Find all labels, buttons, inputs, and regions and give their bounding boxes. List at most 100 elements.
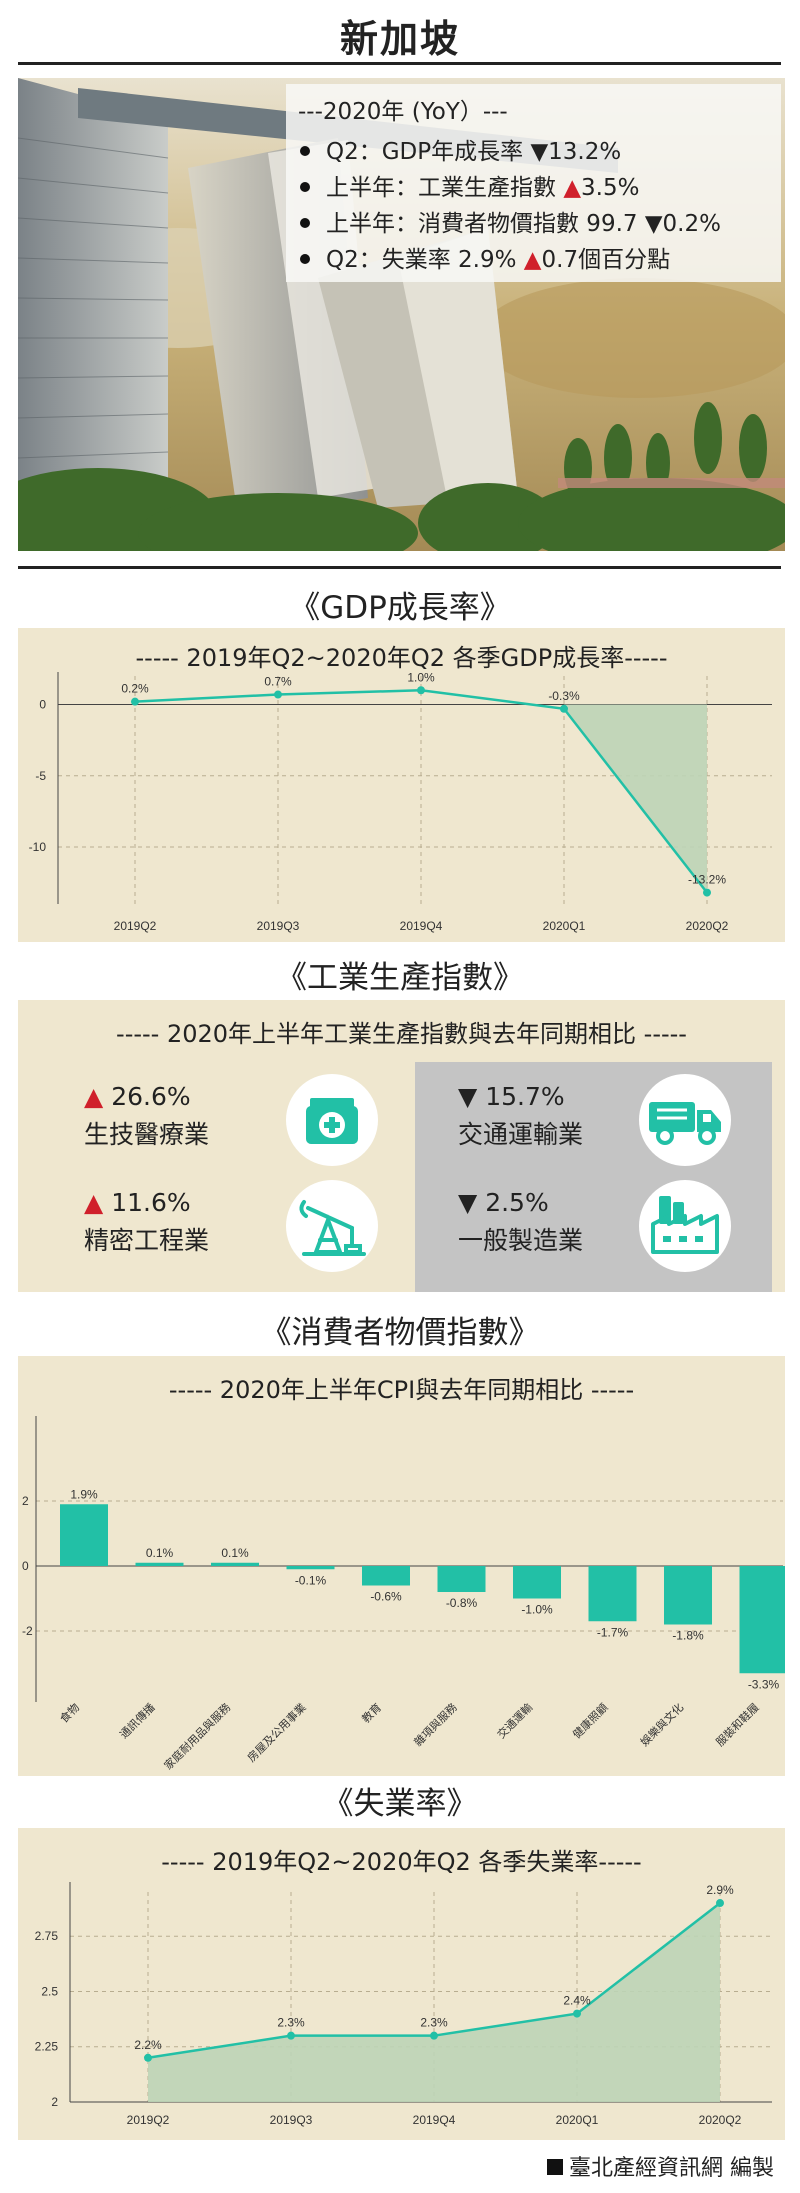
data-label: -3.3%	[748, 1677, 780, 1691]
bar	[513, 1566, 561, 1599]
summary-item-label: Q2：GDP年成長率	[326, 139, 531, 165]
x-tick-label: 交通運輸	[494, 1700, 535, 1741]
summary-item: Q2：GDP年成長率 ▼13.2%	[300, 132, 621, 166]
bar	[588, 1566, 637, 1622]
x-tick-label: 雜項與服務	[411, 1700, 460, 1749]
footer-credit: 臺北產經資訊網 編製	[547, 2150, 774, 2182]
unemployment-line-chart: 2 2.25 2.5 2.75 2.2% 2019Q2 2.3% 2019Q3 2.3% 2019…	[35, 1882, 772, 2127]
data-point	[417, 686, 425, 695]
ipi-section-title: 《工業生產指數》	[276, 960, 524, 996]
bar	[60, 1504, 108, 1566]
industry-value: 2.5%	[485, 1188, 549, 1217]
summary-item-value: 0.2%	[662, 211, 721, 237]
bullet-icon	[300, 181, 310, 192]
up-arrow-icon: ▲	[84, 1188, 104, 1217]
page-title: 新加坡	[339, 17, 460, 61]
industry-name: 一般製造業	[458, 1226, 584, 1255]
industry-value: 15.7%	[485, 1082, 565, 1111]
unemp-section-title: 《失業率》	[322, 1786, 478, 1822]
x-tick-label: 娛樂與文化	[637, 1700, 686, 1749]
summary-item: 上半年：消費者物價指數 99.7 ▼0.2%	[300, 204, 721, 238]
y-tick-label: 2.5	[41, 1984, 58, 1998]
down-arrow-icon: ▼	[458, 1188, 478, 1217]
data-label: 1.0%	[407, 672, 435, 684]
data-point	[716, 1899, 724, 1908]
data-label: 0.1%	[221, 1546, 249, 1560]
square-icon	[547, 2159, 563, 2175]
data-point	[573, 2009, 581, 2018]
data-point	[274, 690, 282, 699]
data-label: 2.3%	[277, 2016, 305, 2030]
x-tick-label: 2019Q4	[400, 919, 443, 933]
data-label: -0.8%	[446, 1596, 478, 1610]
cpi-panel: ----- 2020年上半年CPI與去年同期相比 ----- 2 0 -2 1.9% 食…	[18, 1356, 785, 1776]
industry-name: 生技醫療業	[84, 1120, 210, 1149]
bar	[211, 1562, 259, 1566]
summary-item-value: 0.7個百分點	[541, 247, 671, 273]
cpi-bar-chart: 2 0 -2 1.9% 食物 0.1% 通訊傳播 0.1% 家庭耐用品與服務 -0.1% 房屋及公用…	[22, 1416, 785, 1772]
footer-text: 臺北產經資訊網 編製	[569, 2156, 774, 2181]
bar	[286, 1566, 335, 1570]
data-label: -0.1%	[295, 1573, 327, 1587]
bar	[664, 1566, 712, 1625]
oil-pump-icon	[286, 1180, 378, 1272]
data-label: 2.4%	[563, 1994, 591, 2008]
y-tick-label: 2	[51, 2095, 58, 2109]
data-label: -13.2%	[688, 873, 726, 887]
gdp-line-chart: 0 -5 -10 0.2% 2019Q2 0.7% 2019Q3 1.0% 2019Q4 -0.3…	[29, 672, 772, 933]
data-label: 2.3%	[420, 2016, 448, 2030]
bar	[739, 1566, 785, 1674]
y-tick-label: -10	[29, 840, 47, 854]
summary-item-label: 上半年：消費者物價指數 99.7	[326, 211, 645, 237]
data-label: -0.6%	[370, 1590, 402, 1604]
y-tick-label: -5	[35, 769, 46, 783]
x-tick-label: 2020Q2	[686, 919, 729, 933]
factory-icon	[639, 1180, 731, 1272]
industry-item: ▼ 15.7% 交通運輸業	[458, 1078, 583, 1154]
gdp-panel: ----- 2019年Q2~2020年Q2 各季GDP成長率----- 0 -5 -…	[18, 628, 785, 942]
gdp-chart-subtitle: ----- 2019年Q2~2020年Q2 各季GDP成長率-----	[135, 644, 668, 672]
data-label: 2.9%	[706, 1883, 734, 1897]
medical-kit-icon	[286, 1074, 378, 1166]
x-tick-label: 家庭耐用品與服務	[161, 1700, 233, 1772]
cpi-section-title: 《消費者物價指數》	[260, 1315, 540, 1351]
x-tick-label: 2020Q1	[556, 2113, 599, 2127]
area-fill	[148, 1903, 720, 2102]
bar	[135, 1562, 184, 1566]
summary-item-label: Q2：失業率 2.9%	[326, 247, 524, 273]
title-rule	[18, 62, 781, 65]
cpi-chart-subtitle: ----- 2020年上半年CPI與去年同期相比 -----	[168, 1376, 635, 1404]
bullet-icon	[300, 217, 310, 228]
down-arrow-icon: ▼	[530, 139, 549, 165]
y-tick-label: 2	[22, 1494, 29, 1508]
summary-box: ---2020年 (YoY）--- Q2：GDP年成長率 ▼13.2% 上半年：…	[286, 84, 781, 282]
data-point	[560, 704, 568, 713]
x-tick-label: 2019Q2	[114, 919, 157, 933]
industry-name: 交通運輸業	[458, 1120, 584, 1149]
gdp-section-title: 《GDP成長率》	[289, 590, 511, 626]
x-tick-label: 2019Q2	[127, 2113, 170, 2127]
data-label: 1.9%	[70, 1487, 98, 1501]
industry-value: 26.6%	[111, 1082, 191, 1111]
up-arrow-icon: ▲	[523, 247, 542, 273]
x-tick-label: 2020Q2	[699, 2113, 742, 2127]
bar	[362, 1566, 410, 1586]
truck-icon	[639, 1074, 731, 1166]
x-tick-label: 健康照顧	[570, 1700, 611, 1741]
summary-heading: ---2020年 (YoY）---	[298, 99, 508, 125]
data-point	[131, 697, 139, 706]
data-label: -1.8%	[672, 1629, 704, 1643]
x-tick-label: 2019Q4	[413, 2113, 456, 2127]
x-tick-label: 房屋及公用事業	[245, 1701, 309, 1765]
up-arrow-icon: ▲	[84, 1082, 104, 1111]
down-arrow-icon: ▼	[644, 211, 663, 237]
summary-item-value: 13.2%	[548, 139, 622, 165]
y-tick-label: 2.75	[35, 1929, 59, 1943]
up-arrow-icon: ▲	[563, 175, 582, 201]
x-tick-label: 2019Q3	[257, 919, 300, 933]
data-label: -0.3%	[548, 689, 580, 703]
y-tick-label: 0	[39, 698, 46, 712]
summary-item-value: 3.5%	[581, 175, 640, 201]
y-tick-label: -2	[22, 1624, 33, 1638]
x-tick-label: 服裝和鞋履	[713, 1700, 762, 1749]
